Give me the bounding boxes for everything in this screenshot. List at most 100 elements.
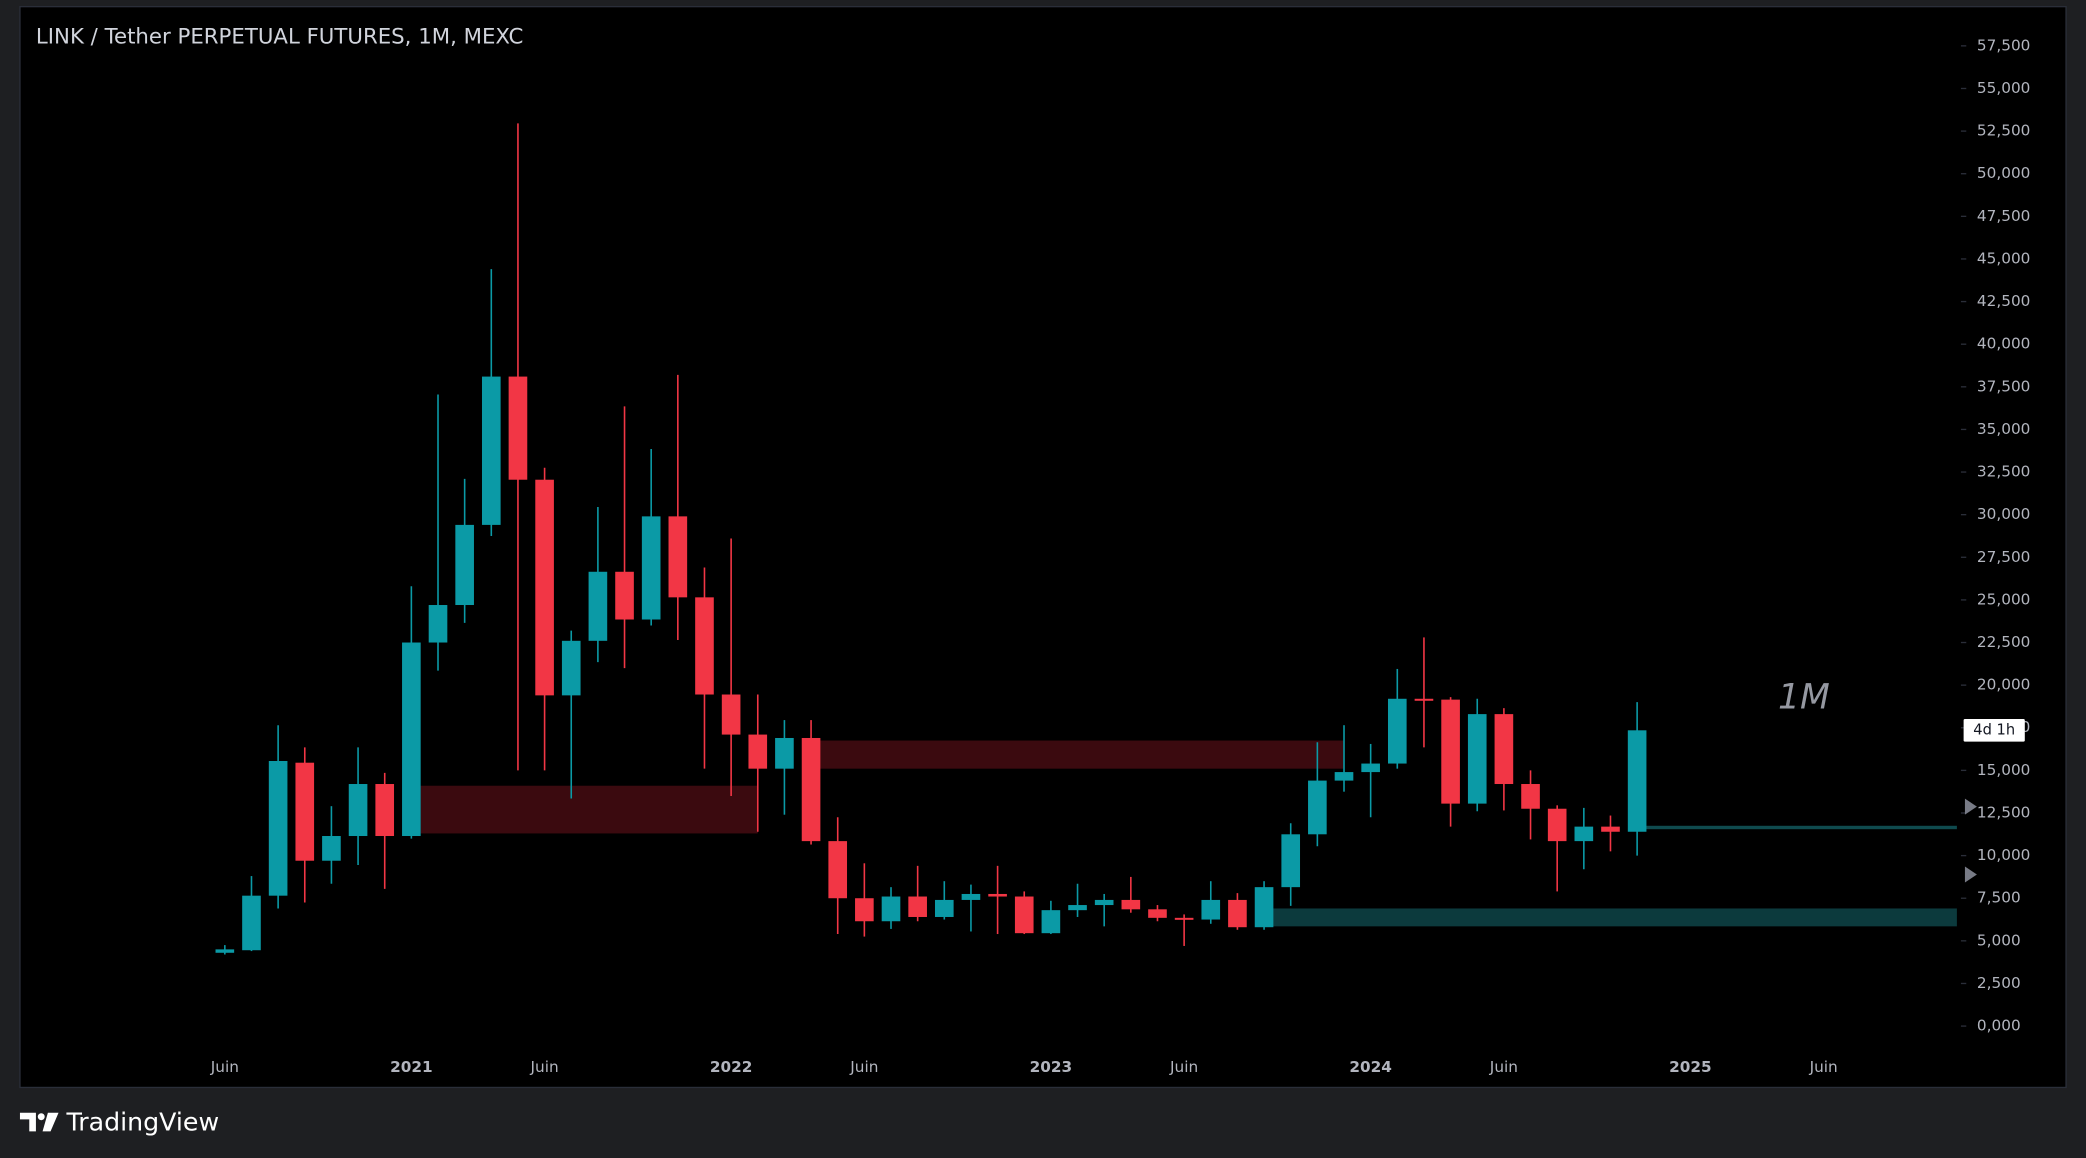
x-tick-label: 2022	[710, 1058, 753, 1076]
candle-body	[721, 694, 741, 735]
y-tick-label: 2,500	[1977, 974, 2021, 992]
candle-body	[375, 784, 395, 837]
candle-body	[1094, 899, 1114, 906]
y-tick-label: 7,500	[1977, 889, 2021, 907]
candle-body	[1467, 714, 1487, 804]
candle-body	[908, 896, 927, 917]
zone	[411, 785, 758, 834]
candle-body	[828, 841, 848, 899]
y-tick-label: 0,000	[1977, 1017, 2021, 1035]
candle-body	[242, 895, 261, 951]
scale-arrow	[1964, 866, 1977, 883]
annotation: 1M	[1778, 677, 1830, 717]
candle-body	[1627, 730, 1647, 832]
candle-body	[961, 893, 981, 900]
y-tick-label: 47,500	[1977, 207, 2031, 225]
y-tick-label: 30,000	[1977, 505, 2031, 523]
candle-body	[1201, 899, 1221, 920]
candle-body	[801, 737, 821, 842]
zone	[1264, 908, 1957, 927]
candle-body	[1281, 834, 1301, 888]
x-tick-label: 2025	[1669, 1058, 1712, 1076]
y-tick-label: 40,000	[1977, 335, 2031, 353]
x-tick-label: Juin	[1809, 1058, 1838, 1076]
candle-body	[1254, 887, 1274, 928]
x-tick-label: Juin	[1169, 1058, 1198, 1076]
x-tick-label: Juin	[849, 1058, 878, 1076]
candle-body	[1228, 899, 1247, 928]
candle-body	[1068, 905, 1087, 911]
y-tick-label: 32,500	[1977, 463, 2031, 481]
x-tick-label: 2024	[1349, 1058, 1392, 1076]
candle-body	[561, 640, 581, 696]
candle-body	[988, 893, 1007, 897]
candle-body	[1361, 763, 1380, 773]
y-tick-label: 25,000	[1977, 590, 2031, 608]
y-tick-label: 42,500	[1977, 292, 2031, 310]
countdown-box	[1963, 719, 2025, 742]
chart-panel	[19, 5, 2067, 1089]
x-tick-label: 2021	[390, 1058, 433, 1076]
candle-body	[428, 605, 448, 643]
candle-body	[748, 734, 768, 769]
candle-body	[1148, 909, 1167, 918]
candle-body	[775, 737, 794, 769]
y-tick-label: 57,500	[1977, 36, 2031, 54]
candle-body	[1014, 896, 1034, 934]
candle-body	[1334, 772, 1354, 781]
y-tick-label: 45,000	[1977, 249, 2031, 267]
candle-body	[535, 479, 554, 696]
candle-body	[1174, 917, 1194, 920]
zone	[1637, 825, 1957, 830]
y-tick-label: 27,500	[1977, 548, 2031, 566]
candle-body	[1041, 910, 1061, 934]
x-tick-label: Juin	[1489, 1058, 1518, 1076]
x-tick-label: Juin	[210, 1058, 239, 1076]
candle-body	[268, 760, 288, 896]
y-tick-label: 50,000	[1977, 164, 2031, 182]
logo-mark	[19, 1112, 36, 1132]
y-tick-label: 55,000	[1977, 79, 2031, 97]
logo-mark	[37, 1113, 45, 1121]
chart-title: LINK / Tether PERPETUAL FUTURES, 1M, MEX…	[36, 24, 523, 49]
candle-body	[668, 516, 688, 598]
y-tick-label: 15,000	[1977, 761, 2031, 779]
y-tick-label: 22,500	[1977, 633, 2031, 651]
x-tick-label: 2023	[1030, 1058, 1073, 1076]
y-tick-label: 52,500	[1977, 122, 2031, 140]
zone	[811, 740, 1345, 769]
candle-body	[1574, 826, 1594, 842]
scale-arrow	[1964, 798, 1977, 815]
y-tick-label: 5,000	[1977, 931, 2021, 949]
candle-body	[1387, 698, 1407, 764]
candle-body	[322, 836, 341, 861]
candle-body	[481, 376, 501, 525]
candle-body	[1601, 826, 1620, 832]
candle-body	[615, 571, 634, 620]
brand-name: TradingView	[66, 1107, 220, 1136]
candle-body	[455, 524, 474, 606]
candle-body	[1547, 808, 1567, 842]
candle-body	[295, 762, 315, 861]
y-tick-label: 35,000	[1977, 420, 2031, 438]
x-tick-label: Juin	[530, 1058, 559, 1076]
candle-body	[881, 896, 901, 922]
candle-body	[402, 642, 421, 837]
candle-body	[215, 949, 235, 953]
candle-body	[588, 571, 608, 641]
candle-body	[1121, 899, 1141, 910]
candle-body	[855, 898, 874, 922]
candle-body	[348, 784, 368, 837]
candle-body	[1521, 784, 1540, 809]
candle-body	[934, 899, 954, 917]
logo-mark	[42, 1112, 59, 1132]
candle-body	[1414, 698, 1434, 701]
y-tick-label: 20,000	[1977, 676, 2031, 694]
countdown-label: 4d 1h	[1973, 721, 2015, 738]
brand-logo	[19, 1112, 59, 1132]
candle-body	[695, 597, 714, 695]
candle-body	[1494, 714, 1514, 785]
candle-body	[1441, 699, 1460, 804]
candle-body	[508, 376, 528, 480]
